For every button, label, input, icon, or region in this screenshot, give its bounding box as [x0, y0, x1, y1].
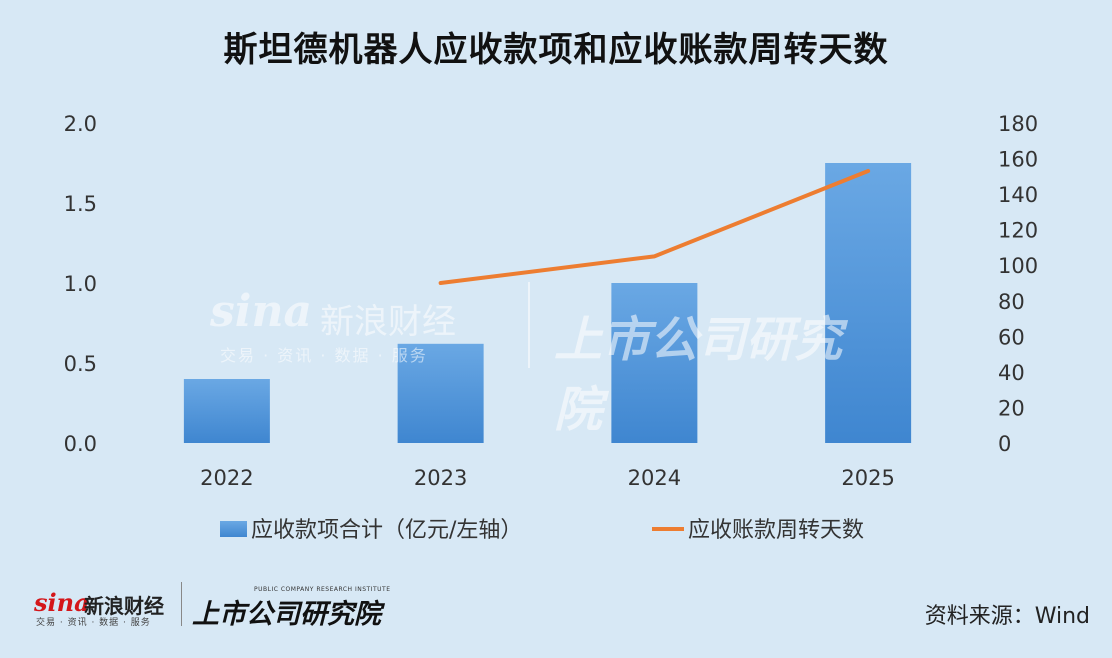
right-tick-label: 40 — [998, 361, 1025, 385]
series-line — [438, 169, 871, 285]
legend-bar-swatch — [220, 521, 247, 537]
right-tick-label: 20 — [998, 396, 1025, 420]
left-tick-label: 0.0 — [64, 432, 97, 456]
bar — [825, 163, 912, 443]
right-axis-ticks: 0 20 40 60 80 100 120 140 160 180 — [998, 112, 1038, 456]
inst-logo-en: PUBLIC COMPANY RESEARCH INSTITUTE — [254, 586, 391, 593]
right-tick-label: 120 — [998, 219, 1038, 243]
left-axis-ticks: 0.0 0.5 1.0 1.5 2.0 — [64, 112, 97, 456]
left-tick-label: 1.5 — [64, 192, 97, 216]
left-tick-label: 2.0 — [64, 112, 97, 136]
legend-bar-label: 应收款项合计（亿元/左轴） — [251, 518, 522, 543]
sina-logo-sub: 交易 · 资讯 · 数据 · 服务 — [36, 618, 151, 628]
chart-title: 斯坦德机器人应收款项和应收账款周转天数 — [223, 30, 889, 70]
right-tick-label: 0 — [998, 432, 1011, 456]
x-axis-labels: 2022 2023 2024 2025 — [200, 466, 895, 490]
right-tick-label: 160 — [998, 148, 1038, 172]
sina-logo-cn: 新浪财经 — [84, 594, 164, 618]
bar — [611, 283, 698, 443]
bar — [397, 343, 484, 443]
sina-finance-logo: sina 新浪财经 交易 · 资讯 · 数据 · 服务 — [34, 584, 184, 628]
research-institute-logo: PUBLIC COMPANY RESEARCH INSTITUTE 上市公司研究… — [192, 586, 392, 630]
legend: 应收款项合计（亿元/左轴） 应收账款周转天数 — [220, 518, 864, 543]
legend-line-label: 应收账款周转天数 — [688, 518, 864, 543]
right-tick-label: 180 — [998, 112, 1038, 136]
logo-divider — [181, 582, 182, 626]
right-tick-label: 60 — [998, 325, 1025, 349]
line-series — [438, 169, 871, 285]
inst-logo-cn: 上市公司研究院 — [192, 599, 381, 630]
x-tick-label: 2024 — [628, 466, 681, 490]
right-tick-label: 80 — [998, 290, 1025, 314]
left-tick-label: 0.5 — [64, 352, 97, 376]
x-tick-label: 2023 — [414, 466, 467, 490]
data-source: 资料来源：Wind — [924, 604, 1090, 629]
bar — [183, 379, 270, 443]
sina-logo-mark: sina — [34, 588, 90, 617]
x-tick-label: 2025 — [841, 466, 894, 490]
x-tick-label: 2022 — [200, 466, 253, 490]
bar-series — [183, 163, 912, 443]
right-tick-label: 100 — [998, 254, 1038, 278]
left-tick-label: 1.0 — [64, 272, 97, 296]
right-tick-label: 140 — [998, 183, 1038, 207]
